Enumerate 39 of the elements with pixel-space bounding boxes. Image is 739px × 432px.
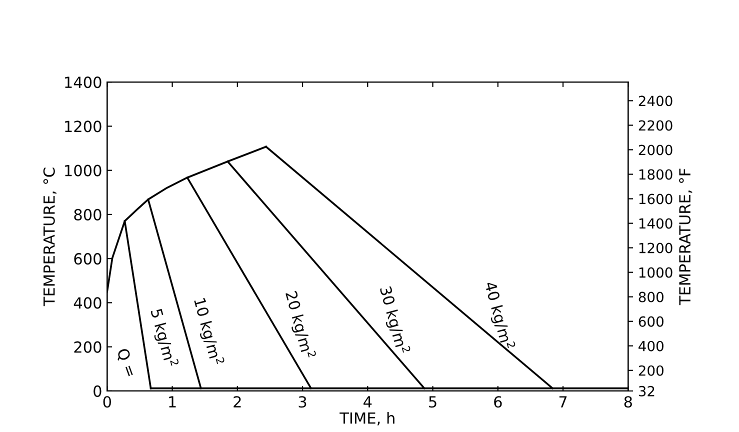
- x-tick-label: 8: [624, 396, 632, 408]
- x-tick-label: 2: [234, 396, 241, 408]
- y2-tick-label: 600: [638, 316, 664, 327]
- y-axis-title: TEMPERATURE, °C: [43, 168, 56, 306]
- x-tick-label: 3: [298, 396, 306, 408]
- y2-tick-label: 1400: [639, 218, 672, 229]
- y2-tick-label: 1600: [639, 194, 672, 204]
- x-tick-label: 4: [364, 396, 372, 408]
- x-tick-label: 1: [169, 396, 176, 408]
- text: 5 kg/m$^{2}$: [148, 308, 180, 368]
- y-tick-label: 800: [74, 208, 102, 220]
- text: 20 kg/m$^{2}$: [282, 290, 316, 360]
- y2-axis-title: TEMPERATURE, °F: [679, 168, 692, 306]
- y2-tick-label: 2000: [638, 144, 672, 156]
- annotation: Q =: [115, 348, 137, 378]
- y2-tick-label: 32: [638, 386, 654, 396]
- y-tick-label: 1400: [65, 76, 102, 88]
- y2-tick-label: 1800: [639, 169, 672, 180]
- y2-tick-label: 200: [638, 365, 664, 376]
- y-tick-label: 1200: [65, 120, 102, 132]
- y-tick-label: 1000: [65, 164, 102, 176]
- x-tick-label: 5: [429, 396, 436, 408]
- y-tick-label: 200: [74, 341, 102, 353]
- y2-tick-label: 400: [638, 340, 664, 352]
- x-tick-label: 6: [494, 396, 502, 408]
- y2-tick-label: 1000: [639, 267, 672, 278]
- y2-tick-label: 2400: [638, 96, 672, 106]
- text: 30 kg/m$^{2}$: [376, 285, 411, 355]
- y2-tick-label: 2200: [638, 120, 672, 131]
- y2-tick-label: 800: [638, 292, 664, 302]
- y-tick-label: 400: [74, 297, 102, 309]
- text: 10 kg/m$^{2}$: [191, 297, 225, 366]
- x-axis-title: TIME, h: [340, 412, 394, 426]
- y2-tick-label: 1200: [639, 242, 672, 254]
- x-tick-label: 7: [559, 396, 567, 408]
- y-tick-label: 0: [94, 385, 102, 397]
- y-tick-label: 600: [74, 253, 102, 265]
- text: 40 kg/m$^{2}$: [482, 280, 516, 350]
- x-tick-label: 0: [103, 396, 111, 408]
